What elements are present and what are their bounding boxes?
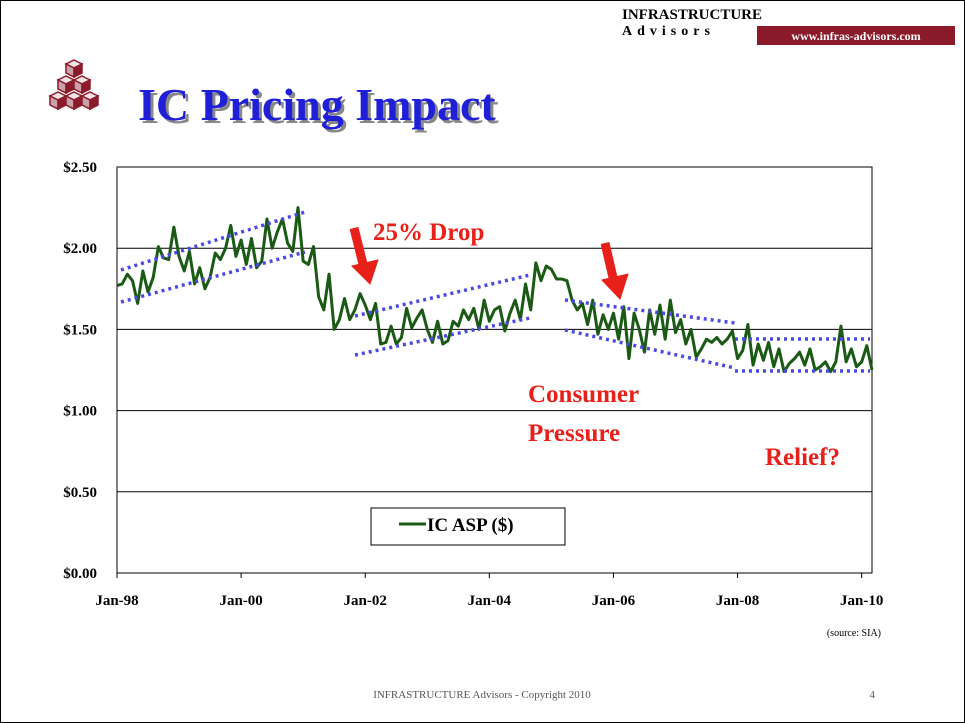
y-tick-label: $0.00 bbox=[63, 566, 97, 582]
series-line bbox=[116, 206, 874, 374]
x-tick-label: Jan-06 bbox=[592, 593, 636, 609]
legend-box bbox=[370, 507, 566, 546]
y-tick-label: $2.50 bbox=[63, 160, 97, 176]
annotation: Relief? bbox=[765, 444, 840, 471]
x-tick-label: Jan-08 bbox=[716, 593, 759, 609]
plot: $0.00 $0.50 $1.00 $1.50 $2.00 $2.50 Jan-98 Jan-… bbox=[63, 160, 883, 609]
x-tick-label: Jan-00 bbox=[219, 593, 262, 609]
trend-lines bbox=[120, 210, 870, 373]
y-tick-label: $2.00 bbox=[63, 241, 97, 257]
url: www.infras-advisors.com bbox=[791, 29, 920, 43]
source: (source: SIA) bbox=[827, 628, 881, 639]
footer: INFRASTRUCTURE Advisors - Copyright 2010 bbox=[373, 689, 591, 701]
x-tick-label: Jan-10 bbox=[840, 593, 883, 609]
y-tick-label: $0.50 bbox=[63, 485, 97, 501]
annotation: 25% Drop bbox=[373, 219, 484, 246]
brand-sub: Advisors bbox=[622, 24, 715, 39]
legend-label: IC ASP ($) bbox=[427, 515, 514, 536]
title-shadow: IC Pricing Impact bbox=[141, 82, 499, 133]
x-tick-label: Jan-98 bbox=[95, 593, 138, 609]
page-number: 4 bbox=[870, 689, 876, 701]
brand: INFRASTRUCTURE bbox=[622, 7, 762, 23]
annotation: Consumer bbox=[528, 381, 639, 408]
annotation: Pressure bbox=[528, 420, 620, 447]
x-tick-label: Jan-04 bbox=[468, 593, 512, 609]
url-box bbox=[757, 26, 955, 45]
y-tick-label: $1.50 bbox=[63, 322, 97, 338]
title: IC Pricing Impact bbox=[138, 79, 496, 130]
arrows bbox=[349, 226, 629, 300]
x-tick-label: Jan-02 bbox=[344, 593, 387, 609]
y-tick-label: $1.00 bbox=[63, 404, 97, 420]
